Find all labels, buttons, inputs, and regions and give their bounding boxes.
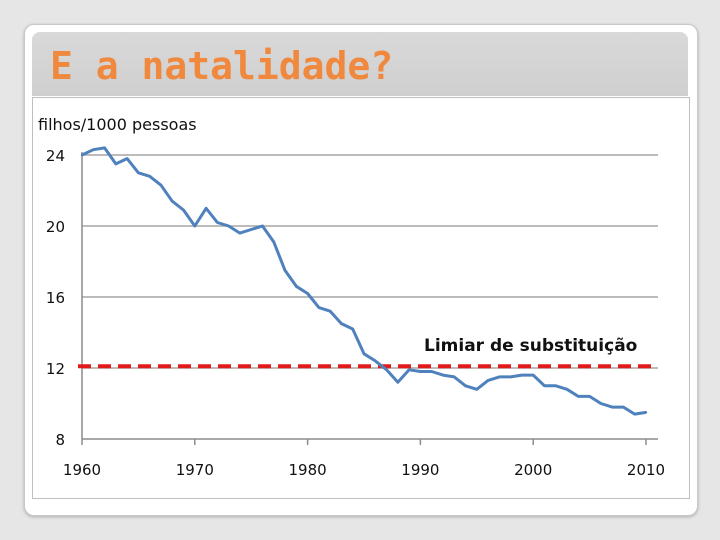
data-point [644,411,648,414]
data-point [125,157,129,160]
data-point [610,405,614,409]
y-axis-label: filhos/1000 pessoas [38,115,197,134]
data-point [250,228,253,231]
y-tick-label: 8 [55,431,65,449]
y-tick-label: 16 [46,289,65,307]
data-point [622,405,625,409]
data-point [362,352,366,355]
data-point [577,395,580,398]
y-tick-label: 12 [46,360,65,378]
data-point [453,375,456,379]
data-point [238,231,242,235]
data-point [520,373,524,377]
data-point [419,370,422,373]
threshold-label: Limiar de substituição [424,336,637,356]
data-point [80,153,84,157]
chart-area [32,97,690,499]
data-point [204,207,208,210]
data-point [261,224,264,228]
data-point [193,224,196,228]
data-point [92,148,95,151]
data-point [272,240,275,244]
data-point [532,373,535,377]
x-tick-label: 2010 [627,461,665,479]
data-point [464,384,467,387]
data-point [148,175,151,178]
data-point [374,359,377,363]
data-point [182,208,185,212]
x-tick-label: 1960 [63,461,101,479]
data-point [588,395,591,398]
data-point [283,269,287,272]
data-point [565,388,569,391]
data-point [114,162,118,166]
data-point [137,171,140,174]
data-point [385,368,388,371]
data-point [295,285,298,288]
data-point [159,183,163,187]
data-point [216,221,219,224]
data-point [306,292,309,295]
y-tick-label: 20 [46,218,65,236]
data-point [103,146,106,150]
data-point [407,368,411,371]
data-point [475,388,478,391]
data-point [509,375,512,379]
x-tick-label: 1970 [176,461,214,479]
data-point [554,384,557,387]
data-point [486,379,490,382]
x-tick-label: 1990 [401,461,439,479]
series-line-0 [81,146,647,416]
data-point [430,370,433,373]
data-point [351,327,354,331]
data-point [498,375,501,379]
data-point [633,412,636,416]
x-tick-label: 2000 [514,461,552,479]
title-bar [32,32,688,96]
data-point [227,224,230,228]
data-point [317,306,321,309]
data-point [340,322,343,325]
y-tick-label: 24 [46,147,65,165]
data-point [171,199,174,203]
data-point [396,381,400,384]
data-point [328,310,332,313]
data-point [543,384,546,387]
data-point [599,402,603,405]
slide-title: E a natalidade? [50,44,394,88]
x-tick-label: 1980 [289,461,327,479]
data-point [441,373,445,377]
